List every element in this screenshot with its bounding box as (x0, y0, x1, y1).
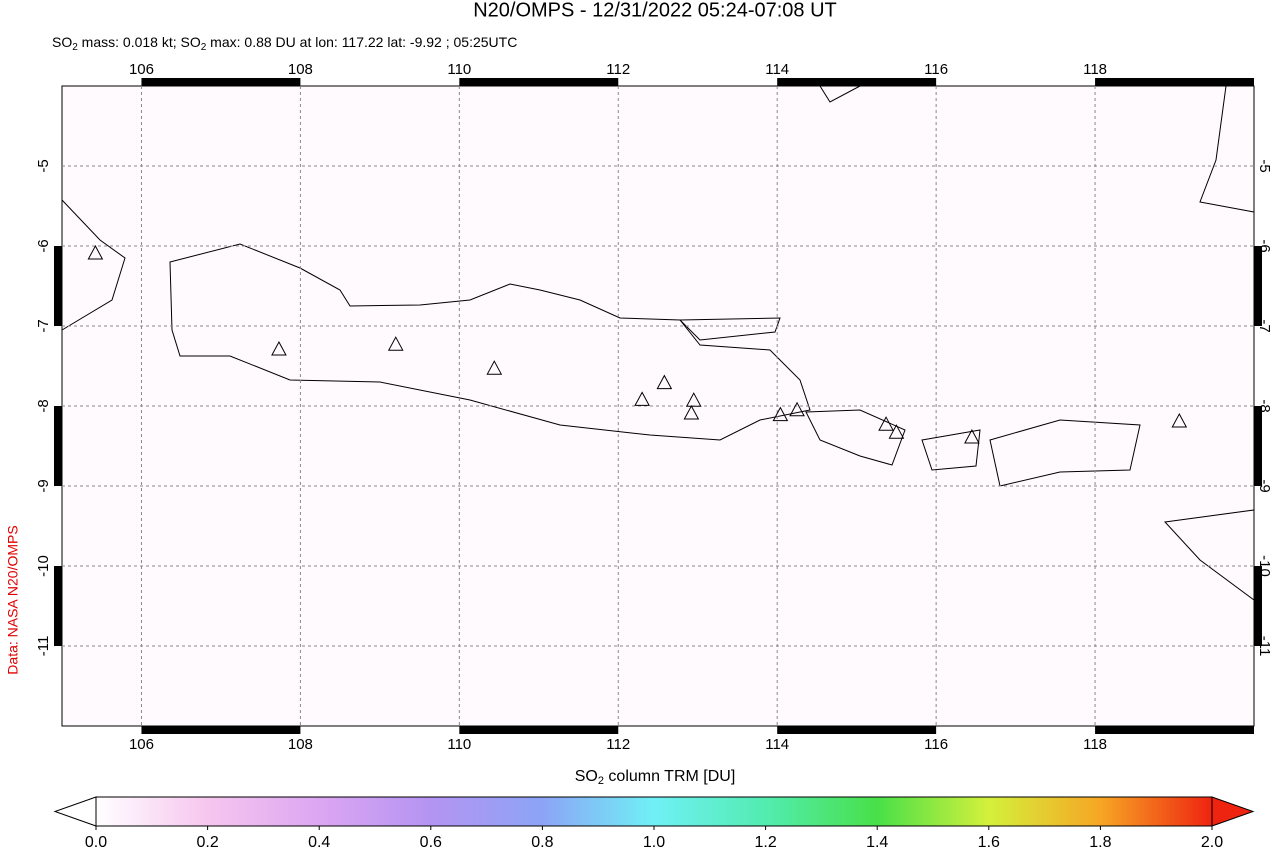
y-tick-label: -9 (35, 479, 52, 492)
x-tick-label: 114 (765, 61, 789, 78)
frame-bar (459, 78, 619, 86)
colorbar-tick-label: 1.0 (643, 834, 665, 851)
frame-bar (1254, 566, 1262, 646)
frame-bar (459, 726, 619, 734)
colorbar-tick-label: 2.0 (1201, 834, 1223, 851)
volcano (888, 424, 905, 439)
volcano (878, 416, 894, 431)
y-tick-label: -5 (1256, 159, 1272, 172)
frame-bar (777, 726, 937, 734)
volcano (1171, 412, 1188, 428)
x-tick-label: 116 (924, 736, 948, 753)
x-tick-label: 112 (606, 736, 630, 753)
y-tick-label: -5 (35, 159, 52, 172)
volcano (634, 391, 650, 406)
colorbar-tick-label: 1.8 (1089, 834, 1111, 851)
x-tick-label: 108 (288, 61, 313, 78)
y-tick-label: -8 (35, 399, 52, 412)
subtitle-sub: 2 (201, 42, 207, 53)
frame-bar (1254, 246, 1262, 326)
y-tick-label: -7 (35, 319, 52, 332)
credit: Data: NASA N20/OMPS (5, 525, 21, 674)
colorbar-tick-label: 0.8 (531, 834, 553, 851)
coastline (678, 317, 781, 341)
x-tick-label: 118 (1083, 61, 1107, 78)
colorbar-tick-label: 1.6 (978, 834, 1000, 851)
frame-bar (777, 78, 937, 86)
y-tick-label: -6 (1256, 239, 1272, 252)
x-tick-label: 110 (447, 61, 471, 78)
y-tick-label: -8 (1256, 399, 1272, 412)
y-tick-label: -7 (1256, 319, 1272, 332)
subtitle-part: max: 0.88 DU at lon: 117.22 lat: -9.92 ;… (206, 34, 517, 50)
y-tick-label: -9 (1256, 479, 1272, 492)
coastline (169, 243, 811, 441)
x-tick-label: 118 (1083, 736, 1107, 753)
colorbar-tick-label: 0.4 (308, 834, 330, 851)
volcano (271, 340, 287, 356)
coastlines (61, 85, 1255, 601)
frame-bar (141, 726, 301, 734)
volcano (789, 401, 805, 417)
title: N20/OMPS - 12/31/2022 05:24-07:08 UT (473, 0, 837, 21)
volcano (685, 392, 702, 407)
colorbar-tick-label: 1.4 (866, 834, 888, 851)
subtitle-part: SO (52, 34, 72, 50)
colorbar-label-sub: 2 (598, 775, 604, 787)
x-tick-label: 116 (924, 61, 948, 78)
y-tick-label: -10 (35, 555, 52, 577)
frame-bar (54, 246, 62, 326)
volcano (656, 374, 673, 390)
x-tick-label: 114 (765, 736, 789, 753)
subtitle-part: mass: 0.018 kt; SO (78, 34, 201, 50)
colorbar: SO2 column TRM [DU] 0.0 0.2 0.4 0.6 0.8 1.0 1.… (53, 768, 1255, 851)
coastline (921, 429, 981, 471)
frame-bar (54, 406, 62, 486)
colorbar-tick-label: 0.6 (420, 834, 442, 851)
volcano (87, 244, 104, 260)
y-tick-label: -6 (35, 239, 52, 252)
y-tick-label: -11 (35, 636, 52, 657)
colorbar-body (95, 796, 1213, 827)
coastline (61, 199, 126, 331)
y-tick-label: -10 (1256, 555, 1272, 577)
y-tick-label: -11 (1256, 636, 1272, 657)
colorbar-tick-label: 0.2 (196, 834, 218, 851)
volcano (486, 360, 503, 375)
x-tick-label: 108 (288, 736, 313, 753)
subtitle: SO2 mass: 0.018 kt; SO2 max: 0.88 DU at … (52, 34, 517, 53)
volcano (387, 336, 404, 351)
frame-bar (141, 78, 301, 86)
x-tick-label: 112 (606, 61, 630, 78)
frame-bar (1254, 406, 1262, 486)
colorbar-tick-label: 0.0 (85, 834, 107, 851)
colorbar-min-arrow (53, 796, 97, 827)
volcano (683, 404, 700, 420)
x-tick-label: 106 (129, 61, 154, 78)
map: 106 106 108 108 110 110 112 112 114 114 116 116 118 1… (35, 61, 1272, 753)
frame-bar (54, 566, 62, 646)
subtitle-sub: 2 (72, 42, 78, 53)
frame-bar (1095, 78, 1254, 86)
colorbar-max-arrow (1211, 796, 1255, 827)
coastline (805, 409, 906, 466)
colorbar-label: SO2 column TRM [DU] (575, 768, 736, 787)
colorbar-label-part: column TRM [DU] (604, 768, 735, 785)
volcano (772, 406, 789, 422)
volcano (964, 428, 980, 444)
colorbar-label-part: SO (575, 768, 598, 785)
colorbar-tick-label: 1.2 (754, 834, 776, 851)
frame-bar (1095, 726, 1254, 734)
x-tick-label: 110 (447, 736, 471, 753)
x-tick-label: 106 (129, 736, 154, 753)
